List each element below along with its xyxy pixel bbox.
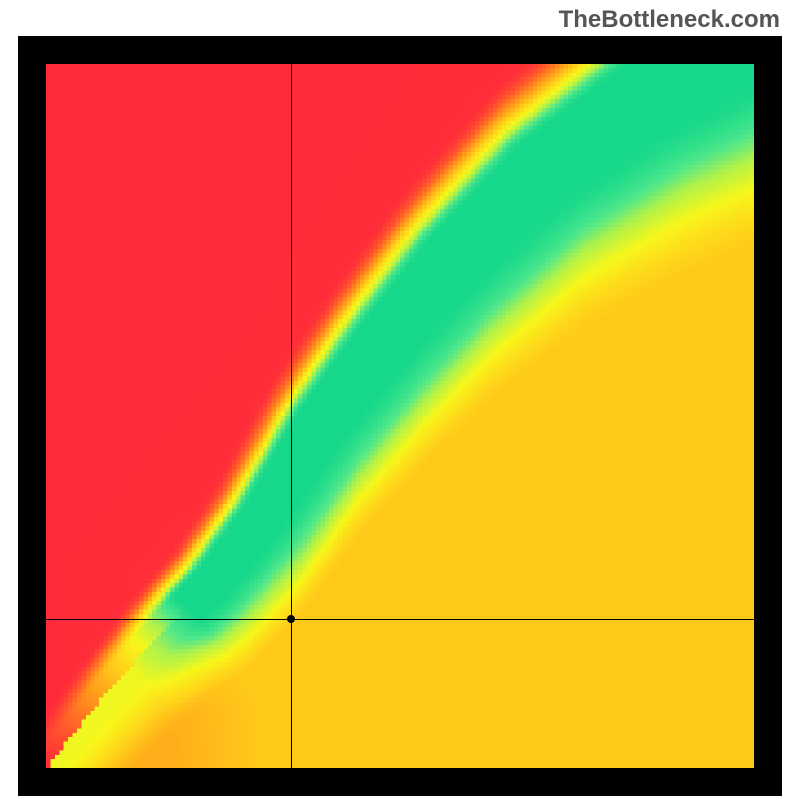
crosshair-vertical bbox=[291, 64, 292, 768]
watermark-text: TheBottleneck.com bbox=[559, 6, 780, 34]
crosshair-horizontal bbox=[46, 619, 754, 620]
chart-root: TheBottleneck.com bbox=[0, 0, 800, 800]
heatmap-canvas bbox=[46, 64, 754, 768]
crosshair-dot bbox=[287, 615, 295, 623]
